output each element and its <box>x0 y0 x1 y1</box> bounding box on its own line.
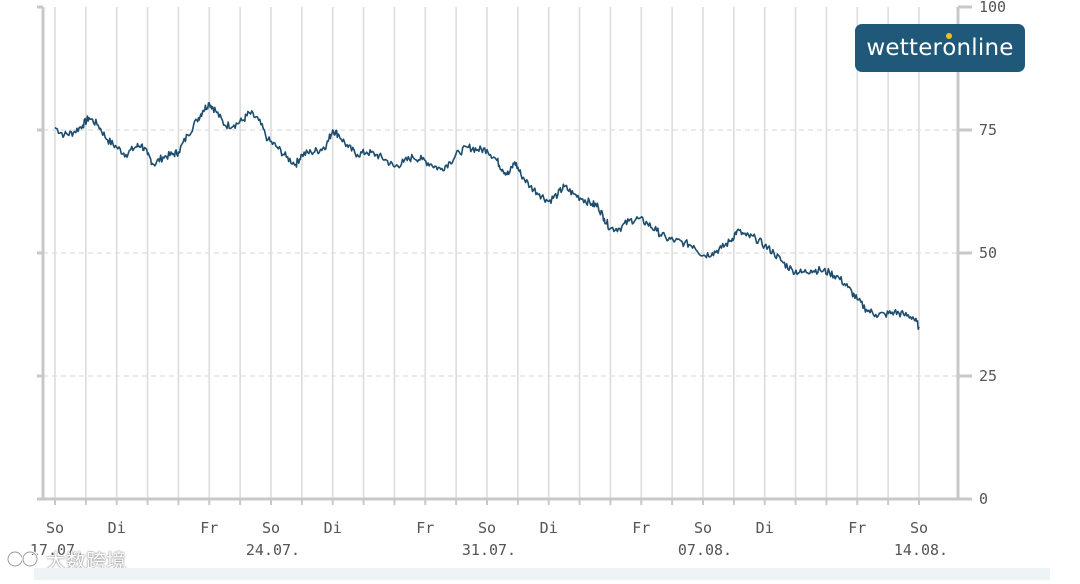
y-tick-label: 100 <box>979 0 1006 16</box>
x-weekday-label: Fr <box>848 519 866 537</box>
x-weekday-label: Fr <box>200 519 218 537</box>
y-tick-label: 0 <box>979 490 988 508</box>
x-weekday-label: Di <box>756 519 774 537</box>
x-weekday-label: Di <box>324 519 342 537</box>
x-date-label: 24.07. <box>246 541 300 559</box>
x-weekday-label: So <box>478 519 496 537</box>
x-date-label: 17.07. <box>30 541 84 559</box>
x-weekday-label: Di <box>540 519 558 537</box>
y-tick-label: 25 <box>979 367 997 385</box>
x-weekday-label: So <box>910 519 928 537</box>
y-tick-label: 50 <box>979 244 997 262</box>
x-weekday-label: So <box>46 519 64 537</box>
logo-text-pre: wetter <box>866 35 943 61</box>
x-weekday-label: Fr <box>632 519 650 537</box>
x-date-label: 14.08. <box>894 541 948 559</box>
data-series-line <box>54 102 920 330</box>
x-date-label: 07.08. <box>678 541 732 559</box>
y-tick-label: 75 <box>979 121 997 139</box>
wetteronline-logo: wetter o nline <box>855 24 1025 72</box>
x-weekday-label: Di <box>108 519 126 537</box>
bottom-strip <box>34 568 1050 580</box>
x-weekday-label: So <box>694 519 712 537</box>
x-weekday-label: Fr <box>416 519 434 537</box>
logo-text-post: nline <box>956 35 1014 61</box>
x-weekday-label: So <box>262 519 280 537</box>
watermark-logo-icon <box>6 550 39 568</box>
logo-text-o: o <box>942 33 957 61</box>
x-date-label: 31.07. <box>462 541 516 559</box>
